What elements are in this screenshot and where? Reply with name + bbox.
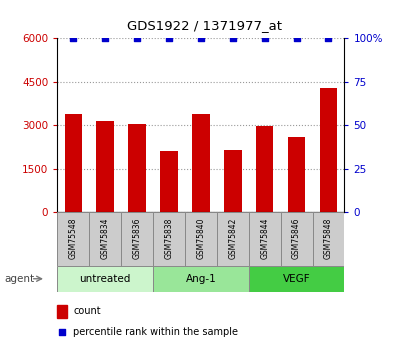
Bar (287, 137, 305, 212)
Bar (153, 266, 248, 292)
Bar (89, 212, 121, 266)
Bar (57, 212, 89, 266)
Bar (121, 212, 153, 266)
Bar (57, 305, 66, 317)
Bar (184, 212, 216, 266)
Text: GSM75844: GSM75844 (260, 217, 269, 259)
Text: count: count (73, 306, 101, 316)
Bar (57, 266, 153, 292)
Point (70, 35, 76, 41)
Point (102, 35, 108, 41)
Bar (248, 212, 280, 266)
Point (261, 35, 267, 41)
Bar (312, 212, 344, 266)
Bar (160, 151, 178, 212)
Bar (128, 124, 146, 212)
Point (58, 330, 65, 335)
Text: GSM75548: GSM75548 (69, 217, 78, 259)
Text: VEGF: VEGF (282, 274, 310, 284)
Text: untreated: untreated (79, 274, 130, 284)
Text: GSM75840: GSM75840 (196, 217, 205, 259)
Text: GSM75834: GSM75834 (101, 217, 110, 259)
Bar (96, 121, 114, 212)
Text: GSM75842: GSM75842 (228, 217, 237, 258)
Text: GSM75846: GSM75846 (291, 217, 300, 259)
Text: agent: agent (4, 274, 34, 284)
Text: GDS1922 / 1371977_at: GDS1922 / 1371977_at (127, 19, 282, 32)
Point (133, 35, 140, 41)
Point (165, 35, 172, 41)
Point (197, 35, 204, 41)
Bar (223, 150, 241, 212)
Bar (65, 114, 82, 212)
Text: GSM75848: GSM75848 (323, 217, 332, 258)
Bar (319, 88, 336, 212)
Bar (280, 212, 312, 266)
Bar (255, 126, 273, 212)
Bar (216, 212, 248, 266)
Bar (192, 114, 209, 212)
Bar (153, 212, 184, 266)
Point (324, 35, 331, 41)
Text: GSM75838: GSM75838 (164, 217, 173, 258)
Point (292, 35, 299, 41)
Bar (248, 266, 344, 292)
Text: percentile rank within the sample: percentile rank within the sample (73, 327, 238, 337)
Text: Ang-1: Ang-1 (185, 274, 216, 284)
Text: GSM75836: GSM75836 (132, 217, 141, 259)
Point (229, 35, 236, 41)
